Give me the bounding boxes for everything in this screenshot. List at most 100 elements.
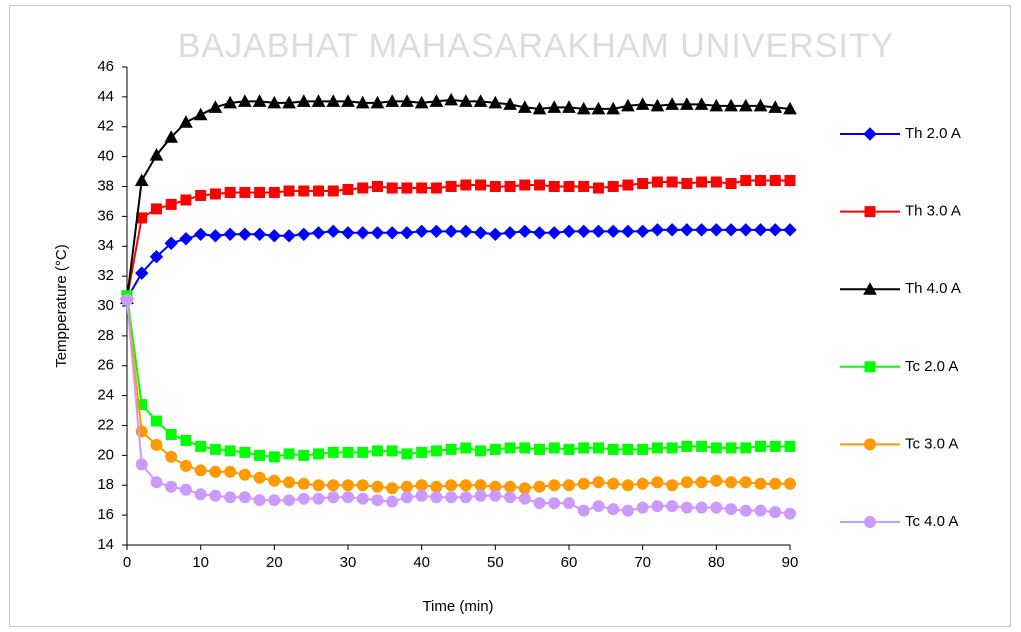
- x-tick-label: 80: [708, 554, 725, 571]
- point: [562, 224, 576, 239]
- point: [179, 459, 192, 472]
- point: [681, 178, 693, 190]
- point: [135, 266, 149, 280]
- point: [783, 101, 797, 115]
- point: [784, 477, 796, 490]
- point: [459, 94, 473, 107]
- legend-label: Th 2.0 A: [905, 125, 961, 142]
- point: [473, 94, 488, 107]
- point: [459, 479, 472, 492]
- point: [651, 442, 663, 454]
- point: [311, 226, 326, 240]
- point: [606, 224, 620, 239]
- point: [577, 477, 590, 490]
- point: [224, 465, 237, 478]
- point: [725, 476, 738, 489]
- point: [165, 428, 177, 440]
- point: [401, 182, 413, 194]
- point: [606, 101, 621, 115]
- point: [696, 440, 708, 452]
- point: [666, 500, 679, 513]
- point: [208, 100, 223, 113]
- point: [489, 181, 501, 192]
- point: [312, 492, 325, 505]
- point: [563, 181, 575, 192]
- point: [710, 501, 723, 514]
- point: [283, 476, 296, 489]
- point: [253, 471, 266, 484]
- point: [445, 443, 457, 455]
- point: [651, 476, 664, 489]
- point: [415, 479, 428, 492]
- y-tick-label: 42: [97, 118, 114, 135]
- point: [784, 440, 796, 452]
- point: [577, 224, 591, 239]
- legend-label: Th 4.0 A: [905, 280, 961, 297]
- point: [313, 448, 325, 460]
- point: [519, 179, 531, 191]
- y-tick-label: 24: [97, 387, 114, 404]
- y-tick-label: 18: [97, 476, 114, 493]
- point: [489, 443, 501, 455]
- point: [149, 249, 164, 264]
- point: [209, 465, 222, 478]
- point: [709, 223, 724, 237]
- point: [268, 186, 280, 198]
- point: [709, 98, 724, 112]
- series-line: [126, 228, 790, 300]
- point: [150, 476, 163, 489]
- point: [370, 226, 385, 240]
- point: [621, 479, 634, 492]
- point: [548, 442, 560, 454]
- point: [576, 101, 591, 115]
- point: [592, 182, 604, 194]
- point: [547, 100, 562, 113]
- point: [355, 95, 370, 109]
- point: [651, 176, 663, 188]
- point: [533, 497, 546, 510]
- point: [769, 175, 781, 187]
- point: [414, 224, 429, 239]
- point: [563, 497, 575, 510]
- point: [651, 500, 664, 513]
- y-tick-label: 26: [97, 357, 114, 374]
- point: [356, 479, 369, 492]
- point: [416, 182, 428, 194]
- legend-marker: [864, 516, 876, 528]
- point: [312, 479, 325, 492]
- point: [297, 492, 310, 505]
- point: [371, 445, 383, 457]
- point: [371, 494, 384, 507]
- point: [725, 503, 738, 516]
- point: [238, 491, 251, 504]
- point: [460, 179, 472, 191]
- point: [298, 449, 310, 461]
- point: [680, 97, 694, 110]
- point: [193, 227, 208, 242]
- x-tick-label: 40: [413, 554, 430, 571]
- point: [488, 95, 503, 109]
- point: [519, 442, 531, 454]
- point: [578, 181, 590, 192]
- point: [621, 224, 635, 239]
- point: [504, 491, 517, 504]
- point: [635, 97, 650, 110]
- point: [694, 97, 709, 110]
- y-tick-label: 30: [97, 297, 114, 314]
- point: [150, 203, 162, 215]
- point: [342, 183, 354, 195]
- point: [518, 492, 531, 505]
- point: [238, 227, 252, 242]
- point: [739, 223, 753, 237]
- point: [532, 226, 547, 240]
- point: [121, 294, 133, 307]
- point: [622, 443, 634, 455]
- point: [474, 489, 487, 502]
- point: [416, 446, 428, 458]
- point: [282, 229, 296, 243]
- point: [268, 451, 280, 463]
- point: [680, 223, 694, 237]
- point: [356, 226, 370, 240]
- point: [710, 176, 722, 188]
- y-tick-label: 36: [97, 207, 114, 224]
